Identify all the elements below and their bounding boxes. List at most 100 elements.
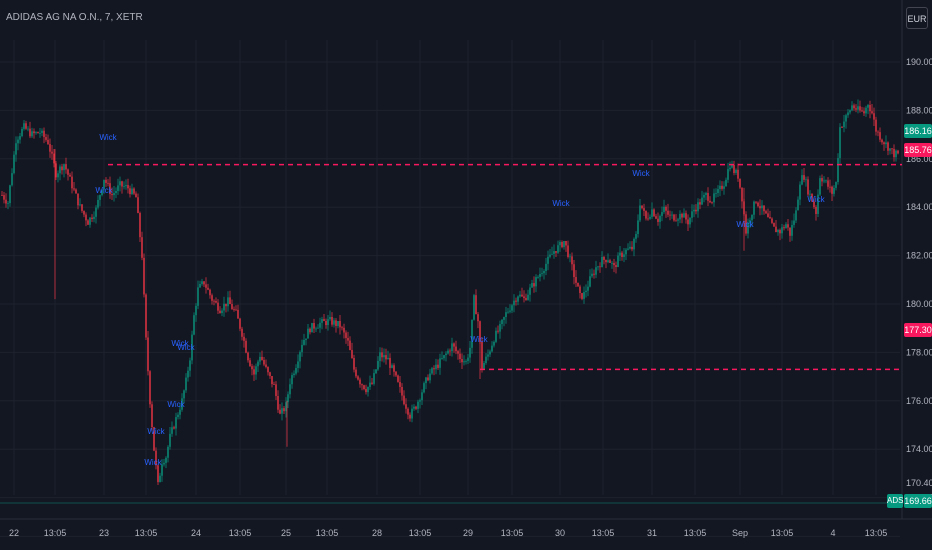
candle-body — [735, 169, 737, 173]
candle-body — [201, 281, 203, 284]
candle-body — [33, 131, 35, 134]
candle-body — [121, 181, 123, 187]
candle-body — [65, 164, 67, 170]
candle-body — [675, 220, 677, 222]
candle-body — [331, 316, 333, 325]
candle-body — [765, 211, 767, 214]
candle-body — [685, 213, 687, 220]
candle-body — [681, 213, 683, 218]
candle-body — [61, 166, 63, 171]
candle-body — [437, 364, 439, 368]
candle-body — [105, 179, 107, 183]
candle-body — [359, 379, 361, 385]
candle-body — [545, 263, 547, 271]
candle-body — [405, 404, 407, 409]
candle-body — [873, 113, 875, 120]
candle-body — [709, 200, 711, 203]
candle-body — [381, 352, 383, 358]
candle-body — [893, 148, 895, 158]
candle-body — [273, 384, 275, 385]
candle-body — [131, 188, 133, 195]
candle-body — [531, 283, 533, 288]
candle-body — [593, 273, 595, 275]
candle-body — [45, 137, 47, 140]
candle-body — [341, 327, 343, 329]
candle-body — [257, 361, 259, 367]
candle-body — [89, 217, 91, 225]
candle-body — [199, 283, 201, 288]
candle-body — [73, 188, 75, 190]
candle-body — [769, 217, 771, 219]
wick-label: Wick — [807, 195, 825, 204]
candle-body — [551, 253, 553, 255]
candle-body — [115, 190, 117, 194]
candle-body — [639, 205, 641, 221]
candle-body — [377, 360, 379, 370]
candle-body — [371, 382, 373, 384]
candle-body — [647, 218, 649, 220]
candle-body — [609, 260, 611, 263]
candle-body — [137, 197, 139, 213]
candle-body — [265, 364, 267, 367]
candle-body — [553, 251, 555, 254]
candle-body — [489, 351, 491, 355]
candle-body — [657, 218, 659, 222]
candle-body — [727, 169, 729, 180]
candle-body — [875, 119, 877, 132]
candle-body — [825, 180, 827, 182]
candle-body — [717, 189, 719, 193]
candle-body — [3, 195, 5, 200]
candle-body — [153, 427, 155, 451]
candle-body — [673, 214, 675, 221]
candle-body — [839, 127, 841, 159]
candle-body — [515, 300, 517, 302]
time-tick-label: 4 — [830, 528, 835, 538]
candle-body — [143, 257, 145, 295]
candle-body — [147, 337, 149, 372]
candle-body — [211, 295, 213, 301]
candle-body — [615, 265, 617, 268]
candle-body — [465, 361, 467, 362]
candle-body — [323, 319, 325, 321]
candle-body — [229, 297, 231, 305]
candle-body — [605, 259, 607, 263]
candle-body — [299, 352, 301, 362]
candle-body — [635, 234, 637, 239]
candle-body — [651, 209, 653, 217]
candle-body — [687, 219, 689, 225]
candle-body — [21, 128, 23, 137]
candle-body — [357, 376, 359, 380]
candle-body — [641, 205, 643, 209]
candle-body — [665, 206, 667, 211]
candle-body — [713, 193, 715, 203]
candle-body — [857, 106, 859, 110]
candle-body — [35, 132, 37, 134]
candle-body — [497, 330, 499, 332]
candle-body — [819, 178, 821, 195]
candle-body — [889, 148, 891, 151]
candle-body — [783, 227, 785, 229]
candle-body — [711, 202, 713, 204]
currency-button[interactable]: EUR — [906, 7, 928, 29]
candle-body — [351, 350, 353, 359]
price-series — [1, 99, 899, 486]
candle-body — [285, 402, 287, 412]
candle-body — [865, 107, 867, 114]
candle-body — [653, 209, 655, 217]
candle-body — [575, 277, 577, 283]
candle-body — [127, 185, 129, 189]
candle-body — [439, 358, 441, 368]
candle-body — [853, 105, 855, 109]
candle-body — [731, 165, 733, 168]
price-tick-label: 178.00 — [906, 347, 932, 357]
candle-body — [29, 128, 31, 137]
candle-body — [399, 381, 401, 387]
candle-body — [715, 192, 717, 194]
candle-body — [383, 355, 385, 358]
candle-body — [241, 328, 243, 337]
candle-body — [423, 383, 425, 393]
candle-body — [263, 359, 265, 365]
candle-body — [431, 368, 433, 374]
time-tick-label: 25 — [281, 528, 291, 538]
